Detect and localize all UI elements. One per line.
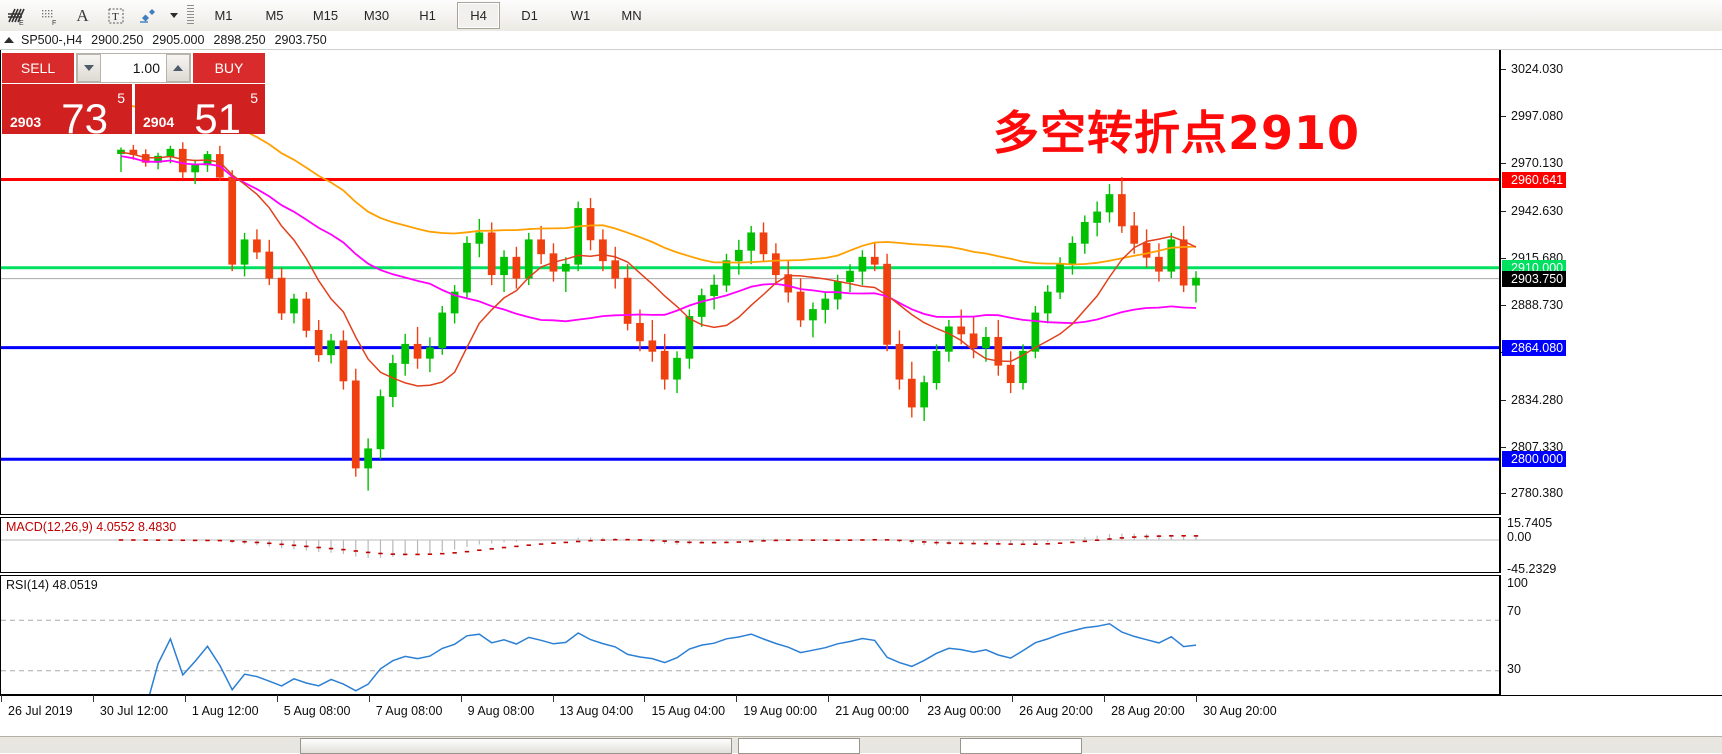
timeframe-mn[interactable]: MN [621, 8, 642, 23]
collapse-triangle-icon[interactable] [4, 37, 14, 43]
time-tick: 21 Aug 00:00 [828, 695, 909, 718]
macd-tick: 15.7405 [1507, 516, 1553, 530]
rsi-plot [1, 619, 1499, 694]
quote-close: 2903.750 [274, 33, 327, 47]
buy-price-cell[interactable]: 2904 51 5 [135, 84, 265, 140]
grid-icon[interactable]: F [34, 2, 65, 29]
buy-price-integer: 2904 [143, 114, 175, 130]
time-tick: 9 Aug 08:00 [460, 695, 535, 718]
support-level-tag: 2864.080 [1502, 339, 1567, 356]
macd-tick: -45.2329 [1507, 562, 1557, 576]
volume-increase-button[interactable] [166, 54, 190, 82]
text-tool-icon[interactable]: A [76, 5, 89, 25]
time-tick: 1 Aug 12:00 [184, 695, 259, 718]
chart-area[interactable]: SP500-,H4 2900.250 2905.000 2898.250 290… [0, 31, 1722, 736]
macd-plot [1, 533, 1499, 558]
bottom-window-bar [0, 736, 1722, 754]
resistance-level-tag: 2960.641 [1502, 171, 1567, 188]
rsi-tick: 100 [1507, 576, 1528, 590]
macd-label: MACD(12,26,9) 4.0552 8.4830 [6, 520, 177, 534]
macd-tick: 0.00 [1507, 530, 1532, 544]
support-level-2-tag: 2800.000 [1502, 451, 1567, 468]
price-tick: 2942.630 [1501, 204, 1563, 218]
macd-pane[interactable]: MACD(12,26,9) 4.0552 8.4830 [0, 517, 1500, 573]
price-tick: 2807.330 [1501, 440, 1563, 454]
timeframe-m15[interactable]: M15 [312, 8, 339, 23]
time-tick: 19 Aug 00:00 [736, 695, 818, 718]
price-tick: 2970.130 [1501, 156, 1563, 170]
price-tick: 3024.030 [1501, 62, 1563, 76]
sell-price-fraction: 5 [117, 90, 125, 106]
timeframe-h4[interactable]: H4 [457, 2, 500, 29]
timeframe-h1[interactable]: H1 [419, 8, 436, 23]
price-plot [1, 103, 1499, 491]
price-tick: 2834.280 [1501, 393, 1563, 407]
one-click-prices-row: 2903 73 5 2904 51 5 [2, 84, 265, 140]
time-tick: 30 Aug 20:00 [1196, 695, 1277, 718]
time-tick: 30 Jul 12:00 [92, 695, 169, 718]
time-tick: 28 Aug 20:00 [1104, 695, 1185, 718]
svg-text:T: T [112, 11, 119, 23]
volume-decrease-button[interactable] [77, 54, 101, 82]
time-tick: 5 Aug 08:00 [276, 695, 351, 718]
time-axis[interactable]: 26 Jul 2019 30 Jul 12:00 1 Aug 12:00 5 Aug … [0, 695, 1722, 729]
svg-text:F: F [52, 20, 56, 26]
chart-annotation-text: 多空转折点2910 [993, 106, 1361, 160]
sell-price-cell[interactable]: 2903 73 5 [2, 84, 132, 140]
rsi-tick: 70 [1507, 604, 1521, 618]
timeframe-m1[interactable]: M1 [214, 8, 233, 23]
timeframe-w1[interactable]: W1 [570, 8, 591, 23]
svg-text:E: E [19, 20, 24, 26]
rsi-axis: 100 70 30 [1500, 575, 1722, 695]
volume-stepper[interactable]: 1.00 [76, 53, 191, 83]
price-axis[interactable]: 3024.030 2997.080 2970.130 2942.630 2915.680… [1500, 50, 1722, 515]
quote-low: 2898.250 [213, 33, 266, 47]
time-tick: 26 Jul 2019 [1, 695, 73, 718]
one-click-controls-row: SELL 1.00 BUY [2, 53, 265, 83]
rsi-label: RSI(14) 48.0519 [6, 578, 98, 592]
price-tick: 2780.380 [1501, 486, 1563, 500]
one-click-trading-panel[interactable]: SELL 1.00 BUY 2903 73 5 2904 51 5 [2, 53, 265, 140]
current-price-tag: 2903.750 [1502, 270, 1567, 287]
time-tick: 15 Aug 04:00 [644, 695, 726, 718]
time-tick: 7 Aug 08:00 [368, 695, 443, 718]
chart-symbol: SP500-,H4 [21, 33, 83, 47]
text-label-icon[interactable]: T [100, 2, 131, 29]
volume-value[interactable]: 1.00 [132, 60, 160, 76]
objects-icon[interactable] [133, 2, 164, 29]
sell-price-integer: 2903 [10, 114, 42, 130]
time-tick: 26 Aug 20:00 [1012, 695, 1093, 718]
time-tick: 23 Aug 00:00 [920, 695, 1001, 718]
buy-price-fraction: 5 [250, 90, 258, 106]
objects-dropdown-caret-icon[interactable] [166, 2, 182, 29]
timeframe-m5[interactable]: M5 [265, 8, 284, 23]
sell-price-big: 73 [61, 95, 108, 142]
sell-button[interactable]: SELL [2, 53, 74, 83]
quote-high: 2905.000 [152, 33, 205, 47]
buy-price-big: 51 [194, 95, 241, 142]
main-toolbar: E F A T M1 M5 M15 M30 [0, 0, 1722, 32]
price-tick: 2888.730 [1501, 298, 1563, 312]
rsi-tick: 30 [1507, 662, 1521, 676]
timeframe-d1[interactable]: D1 [521, 8, 538, 23]
rsi-pane[interactable]: RSI(14) 48.0519 [0, 575, 1500, 695]
timeframe-m30[interactable]: M30 [363, 8, 390, 23]
time-tick: 13 Aug 04:00 [552, 695, 634, 718]
timeframe-group: M1 M5 M15 M30 H1 H4 D1 W1 MN [198, 2, 657, 29]
quote-bar: SP500-,H4 2900.250 2905.000 2898.250 290… [0, 31, 1722, 50]
price-tick: 2997.080 [1501, 109, 1563, 123]
indicators-icon[interactable]: E [1, 2, 32, 29]
macd-axis: 15.7405 0.00 -45.2329 [1500, 516, 1722, 576]
price-pane[interactable] [0, 50, 1500, 515]
quote-open: 2900.250 [91, 33, 144, 47]
toolbar-separator [187, 5, 194, 26]
buy-button[interactable]: BUY [193, 53, 265, 83]
